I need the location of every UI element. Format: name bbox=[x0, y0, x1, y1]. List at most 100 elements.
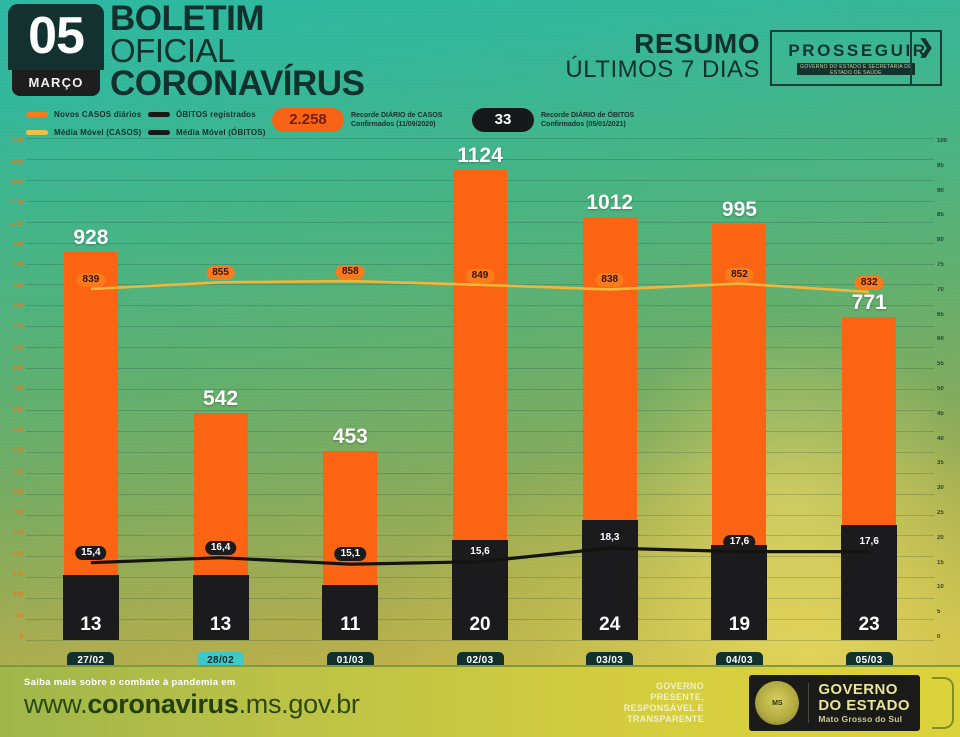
y-axis-left-tick: 150 bbox=[12, 571, 23, 578]
bar-column[interactable]: 928 13 839 15,4 bbox=[26, 138, 156, 640]
moving-average-deaths-value: 15,4 bbox=[75, 545, 107, 560]
logo-subtitle: GOVERNO DO ESTADO E SECRETARIA DE ESTADO… bbox=[797, 63, 915, 76]
government-logo-text: GOVERNO DO ESTADO Mato Grosso do Sul bbox=[818, 681, 910, 725]
bar-deaths[interactable]: 11 bbox=[322, 584, 379, 640]
y-axis-right-tick: 0 bbox=[937, 633, 941, 640]
legend-ma-cases-label: Média Móvel (CASOS) bbox=[54, 127, 142, 137]
bar-deaths[interactable]: 13 bbox=[192, 574, 249, 640]
footer-caption: Saiba mais sobre o combate à pandemia em bbox=[24, 677, 236, 688]
bar-deaths[interactable]: 13 bbox=[62, 574, 119, 640]
moving-average-deaths-value: 15,6 bbox=[464, 544, 496, 559]
y-axis-left-tick: 400 bbox=[12, 468, 23, 475]
y-axis-right-tick: 15 bbox=[937, 559, 944, 566]
y-axis-left-tick: 200 bbox=[12, 551, 23, 558]
moving-average-deaths-value: 16,4 bbox=[204, 540, 237, 555]
moving-average-deaths-value: 17,6 bbox=[853, 534, 885, 549]
y-axis-right-tick: 25 bbox=[937, 509, 944, 516]
title-line-2: OFICIAL bbox=[110, 32, 235, 69]
y-axis-right-tick: 40 bbox=[937, 435, 944, 442]
bar-column[interactable]: 453 11 858 15,1 bbox=[285, 138, 415, 640]
prosseguir-logo: ❯ PROSSEGUIR GOVERNO DO ESTADO E SECRETA… bbox=[770, 30, 942, 86]
bar-column[interactable]: 995 19 852 17,6 bbox=[675, 138, 805, 640]
legend-ma-deaths-swatch-icon bbox=[148, 129, 170, 135]
bar-cases-value: 453 bbox=[332, 424, 368, 448]
y-axis-right-tick: 60 bbox=[937, 336, 944, 343]
bar-deaths-value: 19 bbox=[728, 614, 751, 635]
moving-average-deaths-value: 17,6 bbox=[723, 534, 756, 549]
record-cases-block: 2.258 Recorde DIÁRIO de CASOS Confirmado… bbox=[272, 108, 442, 132]
y-axis-right: 100 95 90 85 80 75 70 65 60 55 50 45 40 35 30 25 20 15 10 5… bbox=[934, 138, 960, 640]
footer: Saiba mais sobre o combate à pandemia em… bbox=[0, 665, 960, 737]
bar-columns: 928 13 839 15,4 542 13 855 16,4 453 11 858 15,1 1124… bbox=[26, 138, 934, 640]
background-glow bbox=[580, 297, 960, 717]
y-axis-left-tick: 1200 bbox=[9, 138, 23, 144]
moving-average-deaths-value: 15,1 bbox=[334, 547, 367, 562]
logo-divider bbox=[910, 32, 912, 84]
logo-brand: PROSSEGUIR bbox=[788, 41, 928, 60]
slogan-line-3: RESPONSÁVEL E bbox=[623, 703, 704, 713]
y-axis-right-tick: 95 bbox=[937, 162, 944, 169]
bar-column[interactable]: 1012 24 838 18,3 bbox=[545, 138, 675, 640]
url-prefix: www. bbox=[24, 689, 88, 719]
gridline bbox=[26, 158, 934, 160]
y-axis-left-tick: 500 bbox=[12, 427, 23, 434]
bar-cases-value: 928 bbox=[73, 225, 109, 249]
y-axis-left-tick: 700 bbox=[12, 344, 23, 351]
moving-average-cases-value: 838 bbox=[595, 273, 625, 288]
bar-deaths-value: 20 bbox=[469, 614, 491, 635]
gridline bbox=[26, 640, 934, 641]
legend-moving-average-cases: Média Móvel (CASOS) bbox=[26, 125, 141, 139]
moving-average-cases-value: 839 bbox=[76, 273, 106, 288]
moving-average-cases-value: 852 bbox=[725, 267, 754, 282]
y-axis-left-tick: 300 bbox=[12, 509, 23, 516]
chart: 1200 1150 1100 1050 1000 950 900 850 800 750 700 65… bbox=[0, 138, 960, 658]
y-axis-left-tick: 1050 bbox=[9, 199, 23, 206]
date-day: 05 bbox=[8, 4, 104, 70]
y-axis-left-tick: 100 bbox=[12, 592, 23, 599]
moving-average-cases-value: 858 bbox=[335, 265, 365, 280]
plot-area: 928 13 839 15,4 542 13 855 16,4 453 11 858 15,1 1124… bbox=[26, 138, 934, 641]
y-axis-left-tick: 250 bbox=[12, 530, 23, 537]
bar-deaths-value: 24 bbox=[599, 614, 621, 635]
legend-new-cases-label: Novos CASOS diários bbox=[54, 109, 142, 119]
summary-line-1: RESUMO bbox=[634, 28, 760, 59]
footer-website-block: Saiba mais sobre o combate à pandemia em… bbox=[24, 677, 360, 720]
y-axis-right-tick: 50 bbox=[937, 385, 944, 392]
y-axis-right-tick: 70 bbox=[937, 286, 944, 293]
y-axis-right-tick: 30 bbox=[937, 485, 944, 492]
bar-cases-value: 1012 bbox=[586, 190, 634, 214]
bar-column[interactable]: 1124 20 849 15,6 bbox=[415, 138, 545, 640]
logo-divider bbox=[808, 683, 810, 723]
slogan-line-4: TRANSPARENTE bbox=[627, 714, 704, 724]
record-deaths-caption-line1: Recorde DIÁRIO de ÓBITOS bbox=[541, 112, 635, 119]
title-line-3: CORONAVÍRUS bbox=[110, 64, 365, 103]
y-axis-left-tick: 600 bbox=[12, 385, 23, 392]
gov-line-3: Mato Grosso do Sul bbox=[818, 713, 903, 724]
legend-deaths-swatch-icon bbox=[148, 111, 170, 117]
bar-column[interactable]: 771 23 832 17,6 bbox=[804, 138, 934, 640]
y-axis-left: 1200 1150 1100 1050 1000 950 900 850 800 750 700 65… bbox=[0, 138, 26, 640]
record-cases-caption-line1: Recorde DIÁRIO de CASOS bbox=[351, 112, 443, 119]
record-deaths-block: 33 Recorde DIÁRIO de ÓBITOS Confirmados … bbox=[472, 108, 634, 132]
government-logo: MS GOVERNO DO ESTADO Mato Grosso do Sul bbox=[749, 675, 920, 731]
legend: Novos CASOS diários Média Móvel (CASOS) … bbox=[0, 104, 960, 138]
header: 05 MARÇO BOLETIM OFICIAL CORONAVÍRUS RES… bbox=[0, 0, 960, 103]
legend-group-cases: Novos CASOS diários Média Móvel (CASOS) bbox=[26, 107, 141, 139]
y-axis-right-tick: 80 bbox=[937, 237, 944, 244]
bar-cases-value: 1124 bbox=[457, 143, 503, 167]
y-axis-left-tick: 900 bbox=[12, 261, 23, 268]
y-axis-left-tick: 950 bbox=[12, 241, 23, 248]
y-axis-right-tick: 65 bbox=[937, 311, 944, 318]
footer-corner-ornament bbox=[932, 677, 954, 729]
legend-deaths: ÓBITOS registrados bbox=[148, 107, 266, 121]
bar-column[interactable]: 542 13 855 16,4 bbox=[156, 138, 286, 640]
footer-url[interactable]: www.coronavirus.ms.gov.br bbox=[24, 689, 360, 720]
record-cases-value: 2.258 bbox=[272, 108, 344, 132]
bar-deaths[interactable]: 19 bbox=[711, 544, 768, 640]
y-axis-right-tick: 75 bbox=[937, 261, 944, 268]
footer-slogan: GOVERNO PRESENTE, RESPONSÁVEL E TRANSPAR… bbox=[624, 681, 704, 725]
date-month: MARÇO bbox=[12, 70, 100, 96]
y-axis-left-tick: 350 bbox=[12, 489, 23, 496]
x-axis-dates: 27/02 28/02 01/03 02/03 03/03 04/03 05/03 bbox=[26, 652, 934, 672]
url-suffix: .ms.gov.br bbox=[238, 689, 360, 719]
